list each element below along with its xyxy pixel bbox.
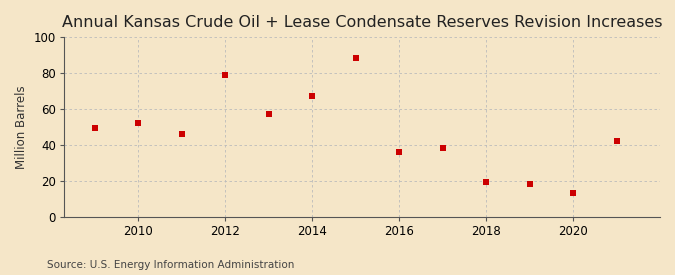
Title: Annual Kansas Crude Oil + Lease Condensate Reserves Revision Increases: Annual Kansas Crude Oil + Lease Condensa… — [62, 15, 662, 30]
Text: Source: U.S. Energy Information Administration: Source: U.S. Energy Information Administ… — [47, 260, 294, 270]
Y-axis label: Million Barrels: Million Barrels — [15, 85, 28, 169]
